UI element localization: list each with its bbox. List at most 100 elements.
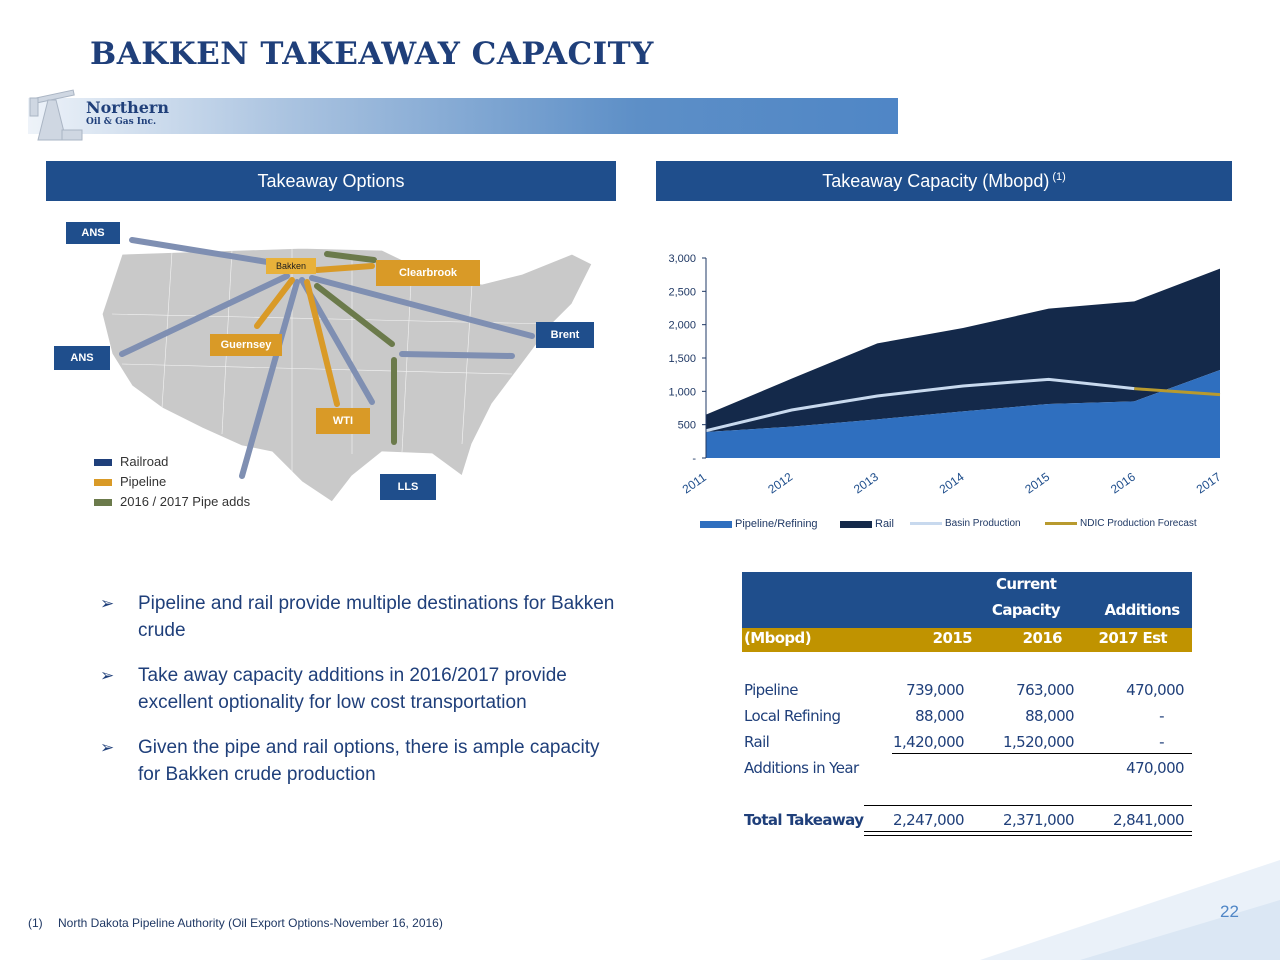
logo-line2: Oil & Gas Inc. bbox=[86, 117, 157, 127]
x-tick-label: 2013 bbox=[851, 469, 881, 496]
company-logo: Northern Oil & Gas Inc. bbox=[86, 100, 169, 127]
legend-label-rail: Rail bbox=[875, 518, 894, 530]
map-label-ans-north: ANS bbox=[66, 222, 120, 244]
x-tick-label: 2017 bbox=[1194, 469, 1224, 496]
arrow-bullet-icon: ➢ bbox=[100, 666, 115, 685]
map-legend-pipe-adds: 2016 / 2017 Pipe adds bbox=[94, 492, 250, 512]
rail-area bbox=[706, 268, 1220, 432]
header-units: (Mbopd) bbox=[744, 629, 812, 647]
cell-total-2015: 2,247,000 bbox=[893, 811, 965, 829]
page-title: BAKKEN TAKEAWAY CAPACITY bbox=[90, 36, 654, 72]
legend-label-ndic: NDIC Production Forecast bbox=[1080, 518, 1197, 529]
header-additions: Additions bbox=[1104, 601, 1180, 619]
map-label-lls: LLS bbox=[380, 474, 436, 500]
key-points: ➢ Pipeline and rail provide multiple des… bbox=[100, 590, 620, 806]
y-tick-label: - bbox=[692, 453, 696, 465]
legend-label-basin: Basin Production bbox=[945, 518, 1021, 529]
pipe-adds-swatch-icon bbox=[94, 499, 112, 506]
y-tick-label: 2,000 bbox=[668, 320, 696, 332]
cell-refining-2017: - bbox=[1159, 707, 1164, 725]
takeaway-options-title: Takeaway Options bbox=[257, 170, 405, 191]
takeaway-capacity-chart: - 500 1,000 1,500 2,000 2,500 3,000 2011 2012 201… bbox=[668, 253, 1224, 496]
pipeline-swatch-icon bbox=[94, 479, 112, 486]
header-2016: 2016 bbox=[1022, 629, 1063, 647]
pipeline-refining-area bbox=[706, 370, 1220, 458]
basin-production-line bbox=[705, 377, 1135, 433]
takeaway-capacity-header: Takeaway Capacity (Mbopd) (1) bbox=[656, 161, 1232, 201]
corner-decoration bbox=[980, 860, 1280, 960]
legend-item-pipeline: Pipeline/Refining bbox=[700, 518, 818, 530]
map-label-bakken: Bakken bbox=[266, 258, 316, 274]
rail-underline bbox=[892, 753, 1192, 754]
y-tick-label: 3,000 bbox=[668, 253, 696, 265]
x-tick-label: 2014 bbox=[937, 469, 967, 496]
map-legend-railroad: Railroad bbox=[94, 452, 250, 472]
row-label-total: Total Takeaway bbox=[744, 811, 864, 829]
map-label-guernsey: Guernsey bbox=[210, 334, 282, 356]
y-tick-label: 2,500 bbox=[668, 286, 696, 298]
takeaway-capacity-footnote-ref: (1) bbox=[1052, 171, 1066, 183]
map-legend-railroad-label: Railroad bbox=[120, 454, 169, 469]
header-2015: 2015 bbox=[932, 629, 973, 647]
map-legend-pipeline: Pipeline bbox=[94, 472, 250, 492]
map-label-wti: WTI bbox=[316, 408, 370, 434]
row-label-pipeline: Pipeline bbox=[744, 681, 799, 699]
cell-rail-2017: - bbox=[1159, 733, 1164, 751]
ndic-forecast-line bbox=[1134, 387, 1221, 397]
header-band bbox=[28, 98, 898, 134]
total-double-rule-1 bbox=[864, 831, 1192, 832]
bullet-item: ➢ Take away capacity additions in 2016/2… bbox=[100, 662, 620, 716]
x-tick-label: 2016 bbox=[1108, 469, 1138, 496]
map-legend-pipeline-label: Pipeline bbox=[120, 474, 167, 489]
bullet-text: Given the pipe and rail options, there i… bbox=[138, 737, 600, 785]
footnote-index: (1) bbox=[28, 916, 43, 930]
cell-refining-2016: 88,000 bbox=[1025, 707, 1074, 725]
cell-additions-2017: 470,000 bbox=[1126, 759, 1184, 777]
arrow-bullet-icon: ➢ bbox=[100, 594, 115, 613]
x-tick-label: 2012 bbox=[765, 469, 795, 496]
bullet-text: Pipeline and rail provide multiple desti… bbox=[138, 593, 615, 641]
footnote-text: North Dakota Pipeline Authority (Oil Exp… bbox=[58, 916, 443, 930]
header-current: Current bbox=[996, 575, 1057, 593]
legend-swatch-ndic-icon bbox=[1045, 522, 1077, 525]
table-subheader-band bbox=[742, 628, 1192, 652]
legend-swatch-pipeline-icon bbox=[700, 520, 732, 528]
takeaway-capacity-title: Takeaway Capacity (Mbopd) bbox=[822, 170, 1050, 191]
cell-total-2017: 2,841,000 bbox=[1113, 811, 1185, 829]
cell-pipeline-2017: 470,000 bbox=[1126, 681, 1184, 699]
x-tick-label: 2011 bbox=[680, 470, 709, 496]
total-top-rule bbox=[864, 805, 1192, 806]
page-number: 22 bbox=[1220, 902, 1239, 921]
footnote: (1) North Dakota Pipeline Authority (Oil … bbox=[28, 916, 443, 930]
railroad-swatch-icon bbox=[94, 459, 112, 466]
map-label-clearbrook: Clearbrook bbox=[376, 260, 480, 286]
cell-refining-2015: 88,000 bbox=[915, 707, 964, 725]
chart-legend: Pipeline/Refining Rail Basin Production … bbox=[700, 518, 1240, 534]
map-legend-pipe-adds-label: 2016 / 2017 Pipe adds bbox=[120, 494, 251, 509]
legend-item-basin: Basin Production bbox=[910, 518, 1021, 529]
legend-swatch-basin-icon bbox=[910, 522, 942, 525]
row-label-additions: Additions in Year bbox=[744, 759, 859, 777]
row-label-rail: Rail bbox=[744, 733, 770, 751]
map-label-ans-west: ANS bbox=[54, 346, 110, 370]
logo-line1: Northern bbox=[86, 98, 169, 117]
total-double-rule-2 bbox=[864, 835, 1192, 836]
legend-label-pipeline: Pipeline/Refining bbox=[735, 518, 818, 530]
cell-rail-2016: 1,520,000 bbox=[1003, 733, 1075, 751]
bullet-item: ➢ Pipeline and rail provide multiple des… bbox=[100, 590, 620, 644]
cell-total-2016: 2,371,000 bbox=[1003, 811, 1075, 829]
y-tick-label: 1,000 bbox=[668, 386, 696, 398]
cell-rail-2015: 1,420,000 bbox=[893, 733, 965, 751]
y-tick-label: 1,500 bbox=[668, 353, 696, 365]
takeaway-options-map: Bakken ANS Clearbrook Brent ANS Guernsey… bbox=[52, 214, 616, 519]
us-map-icon bbox=[101, 237, 593, 503]
map-label-brent: Brent bbox=[536, 322, 594, 348]
bullet-text: Take away capacity additions in 2016/201… bbox=[138, 665, 567, 713]
map-legend: Railroad Pipeline 2016 / 2017 Pipe adds bbox=[94, 452, 250, 512]
legend-item-ndic: NDIC Production Forecast bbox=[1045, 518, 1197, 529]
table-header-band bbox=[742, 572, 1192, 628]
header-2017: 2017 Est bbox=[1098, 629, 1167, 647]
legend-swatch-rail-icon bbox=[840, 520, 872, 528]
header-capacity: Capacity bbox=[991, 601, 1061, 619]
arrow-bullet-icon: ➢ bbox=[100, 738, 115, 757]
